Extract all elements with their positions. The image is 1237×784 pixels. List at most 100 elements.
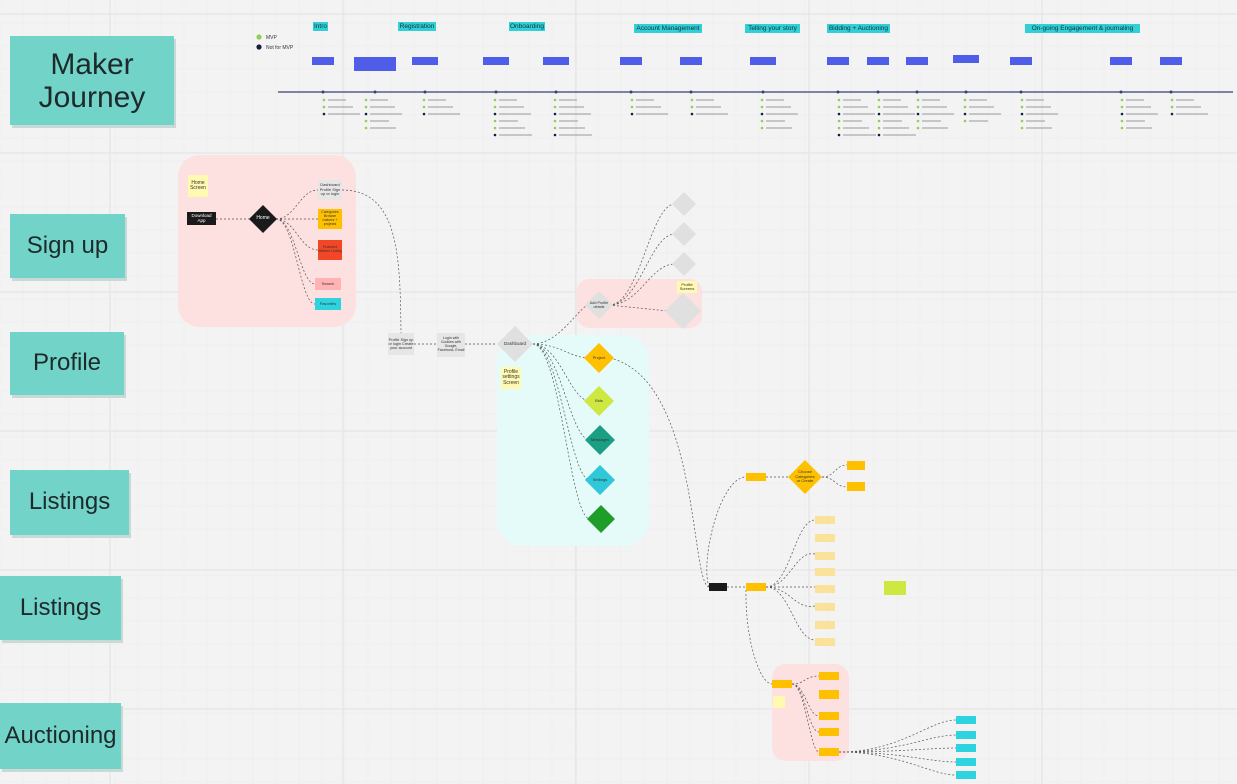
bullet <box>877 98 881 102</box>
bullet <box>364 126 368 130</box>
node <box>956 731 976 739</box>
bullet <box>1170 105 1174 109</box>
node-label: Choose Categories or Create <box>795 469 815 484</box>
connector <box>791 683 820 753</box>
bullet <box>690 112 694 116</box>
node <box>847 461 865 470</box>
bullet <box>422 112 426 116</box>
connector <box>275 218 316 285</box>
decision-node <box>497 326 533 362</box>
bullet <box>837 98 841 102</box>
node-label: Dashboard Profile Sign up or login <box>319 182 341 197</box>
frame <box>772 664 849 761</box>
bullet <box>877 112 881 116</box>
timeline-dot <box>629 90 633 94</box>
event-card <box>680 57 702 65</box>
event-card <box>906 57 928 65</box>
frames <box>178 155 849 761</box>
bullet <box>364 98 368 102</box>
decision-node <box>584 386 614 416</box>
bullet <box>690 98 694 102</box>
node-label: Home <box>256 215 270 222</box>
legend: MVP Not for MVP <box>256 34 294 51</box>
node <box>956 758 976 766</box>
node-label: Favorites <box>320 301 336 305</box>
node-label: Add Profile details <box>589 300 609 309</box>
connector <box>765 519 816 588</box>
event-card <box>312 57 334 65</box>
decision-node <box>672 252 696 276</box>
bullet <box>1120 119 1124 123</box>
node-label: Search <box>321 280 335 286</box>
bullet <box>493 112 497 116</box>
decision-node <box>585 291 613 319</box>
bullet <box>963 98 967 102</box>
node <box>773 696 785 708</box>
connector <box>608 263 676 306</box>
bullet <box>916 112 920 116</box>
node <box>819 672 839 680</box>
bullet <box>1020 105 1024 109</box>
node-label: Profile settings Screen <box>502 368 520 386</box>
node-label: Settings <box>592 476 608 482</box>
lane-label: Maker Journey <box>38 47 146 114</box>
node-label: Dashboard <box>504 341 526 346</box>
connector <box>532 343 591 520</box>
bullet <box>1170 98 1174 102</box>
event-card <box>620 57 642 65</box>
node-label: Messages <box>590 436 610 442</box>
decision-node <box>587 505 615 533</box>
connector <box>838 747 957 753</box>
node <box>709 583 727 591</box>
node <box>815 552 835 560</box>
node <box>772 680 792 688</box>
bullet <box>1120 112 1124 116</box>
bullet <box>493 119 497 123</box>
lane-label: Sign up <box>26 231 109 259</box>
stage-tag <box>827 24 890 33</box>
node <box>437 333 465 357</box>
timeline-dot <box>689 90 693 94</box>
node-label: Dashboard Profile Sign up or login <box>319 182 341 197</box>
node-label: Login with Cookies with Google, Facebook… <box>437 336 465 352</box>
event-card <box>354 57 396 71</box>
bullet <box>493 126 497 130</box>
lane-label: Listings <box>20 594 101 620</box>
node <box>815 621 835 629</box>
node-label: Featured Makers Listing <box>318 245 342 253</box>
event-card <box>412 57 438 65</box>
bullet <box>916 98 920 102</box>
node-label: Settings <box>592 476 608 482</box>
timeline-dot <box>1019 90 1023 94</box>
bullet <box>553 126 557 130</box>
connector <box>838 751 957 776</box>
node <box>815 516 835 524</box>
stage-label: Bidding + Auctioning <box>829 25 888 32</box>
node <box>188 175 208 197</box>
bullet <box>760 105 764 109</box>
bullet <box>837 105 841 109</box>
bullet <box>493 105 497 109</box>
bullet <box>553 119 557 123</box>
bullet <box>690 105 694 109</box>
stage-tag <box>398 22 436 31</box>
stage-label: Intro <box>314 23 327 30</box>
event-card <box>750 57 776 65</box>
node <box>815 568 835 576</box>
lane-label: Auctioning <box>4 721 117 749</box>
connector <box>608 203 676 306</box>
stage-tag <box>1025 24 1140 33</box>
stage-label: Registration <box>399 22 435 30</box>
stage-tag <box>313 22 328 31</box>
legend-label: Not for MVP <box>266 45 294 51</box>
node-label: Add Profile details <box>589 300 609 309</box>
node <box>315 298 341 310</box>
connector <box>745 589 773 685</box>
lane-label: Sign up <box>26 231 109 259</box>
node-label: Bids <box>595 398 603 402</box>
connector <box>532 343 591 481</box>
timeline-dot <box>964 90 968 94</box>
bullet <box>877 105 881 109</box>
bullet <box>630 112 634 116</box>
